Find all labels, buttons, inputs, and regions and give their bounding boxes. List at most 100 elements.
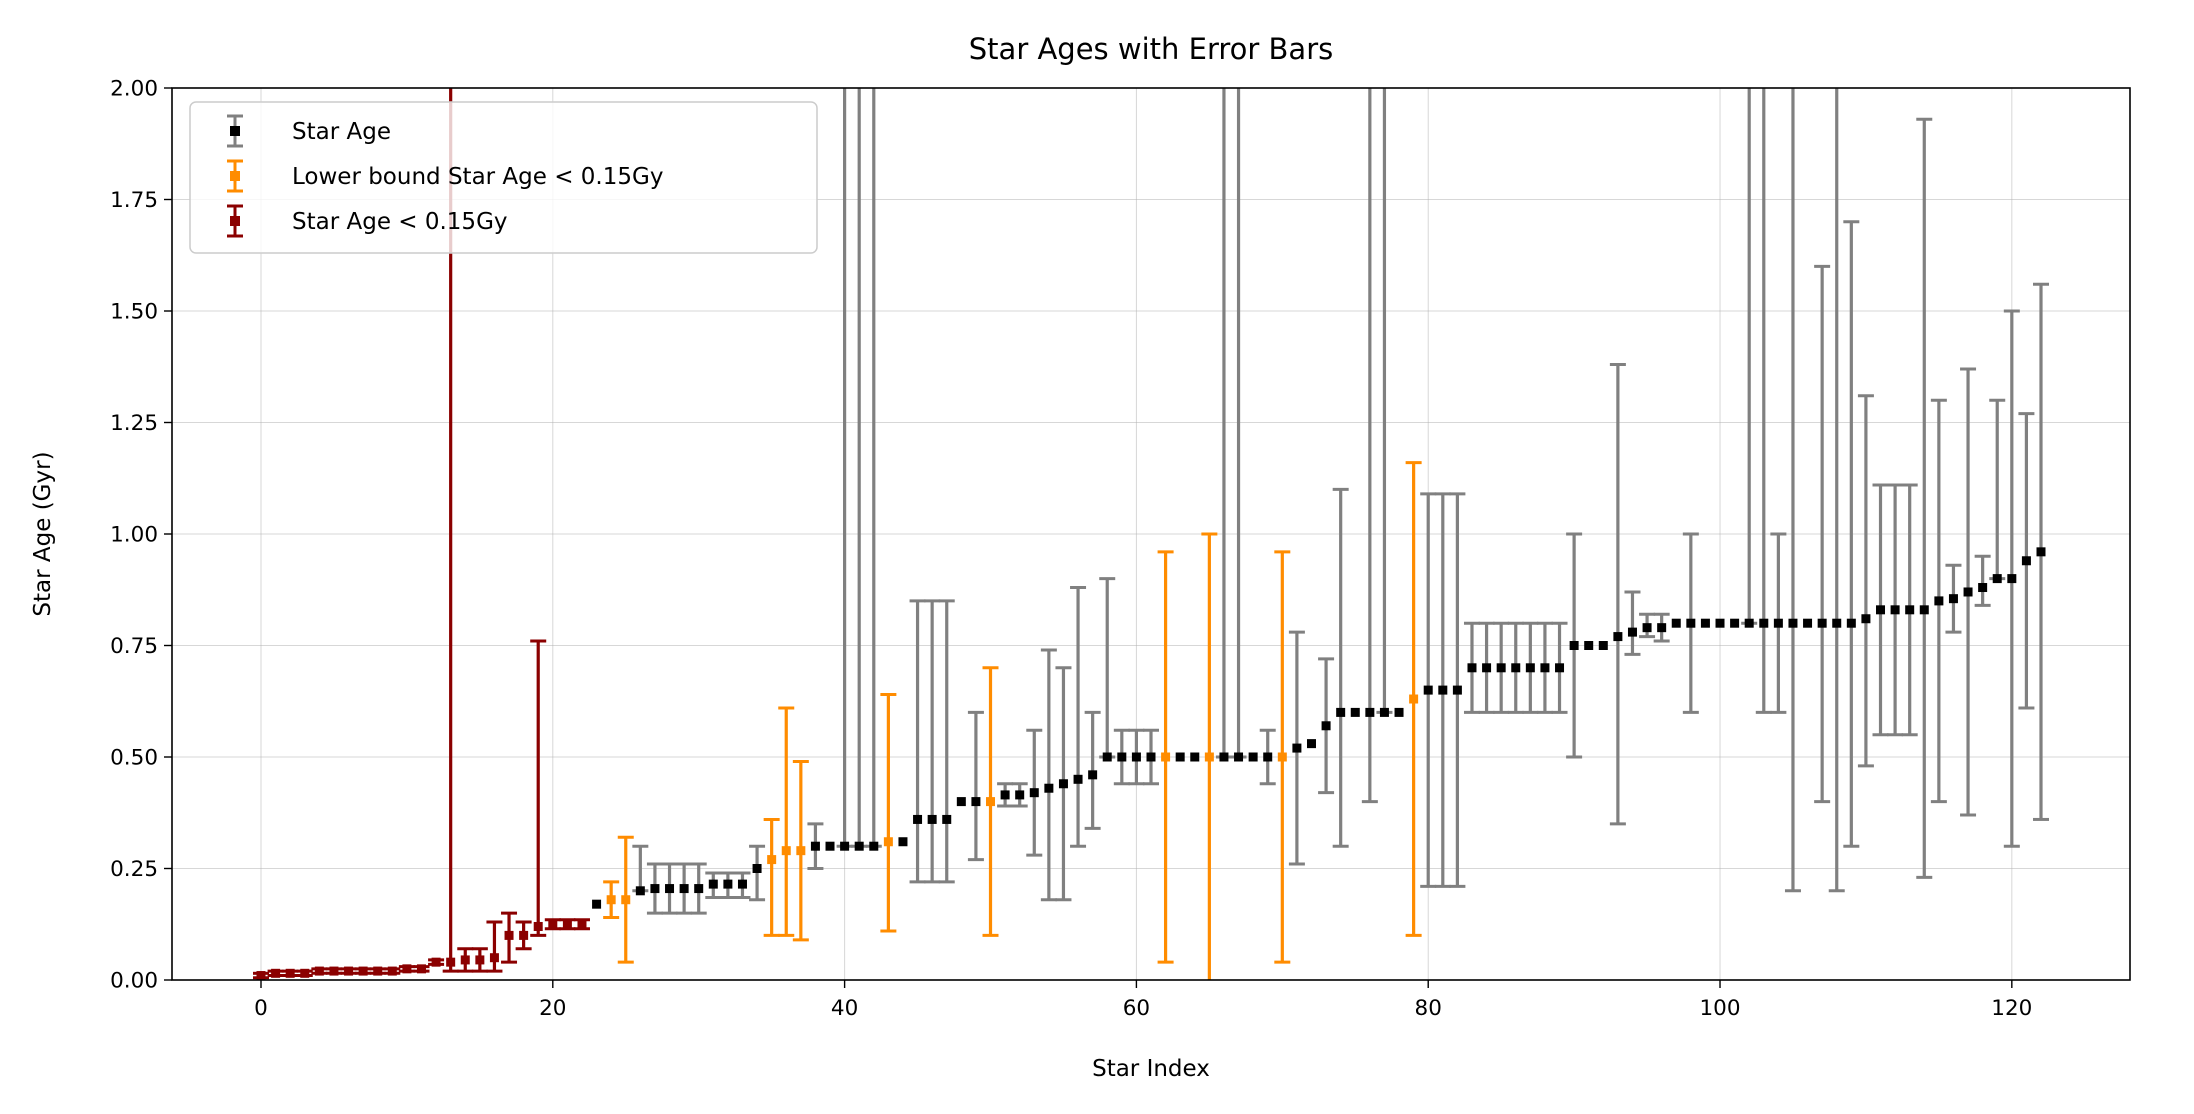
x-tick-label: 0 [254,996,268,1021]
data-point [1234,752,1244,762]
data-point [1963,587,1973,597]
x-tick-label: 60 [1123,996,1150,1021]
y-tick-label: 0.25 [110,857,158,882]
data-point [1482,663,1492,673]
data-point [1000,790,1010,800]
data-point [1161,752,1171,762]
data-point [1876,605,1886,615]
legend: Star Age Lower bound Star Age < 0.15Gy Sta… [189,101,818,254]
data-point [1627,627,1637,637]
data-point [635,886,645,896]
series-2 [253,88,590,980]
data-point [1467,663,1477,673]
data-point [2036,547,2046,557]
data-point [854,841,864,851]
data-point [1263,752,1273,762]
data-point [533,921,543,931]
data-point [942,814,952,824]
data-point [1832,618,1842,628]
data-point [1905,605,1915,615]
y-tick-label: 2.00 [110,77,158,102]
data-point [1525,663,1535,673]
x-tick-label: 20 [539,996,566,1021]
data-point [1175,752,1185,762]
data-point [1817,618,1827,628]
data-point [1438,685,1448,695]
data-point [1190,752,1200,762]
x-axis-label: Star Index [1092,1056,1210,1082]
data-point [1569,641,1579,650]
data-point [752,864,762,873]
data-point [986,797,996,807]
data-point [1657,623,1667,633]
data-point [1978,583,1988,593]
y-tick-label: 0.75 [110,634,158,659]
data-point [1584,641,1594,650]
data-point [869,841,879,851]
data-point [1715,618,1725,628]
legend-marker-icon [230,126,240,136]
data-point [1773,618,1783,628]
data-point [1598,641,1608,650]
data-point [373,966,383,976]
data-point [1671,618,1681,628]
data-point [1350,707,1360,717]
data-point [1992,574,2002,584]
data-point [767,855,777,865]
data-point [1759,618,1769,628]
data-point [548,919,558,929]
data-point [840,841,850,851]
data-point [1613,632,1623,642]
data-point [1058,779,1068,789]
data-point [446,957,456,967]
data-point [796,846,806,856]
data-point [460,955,470,965]
data-point [898,837,908,847]
data-point [825,841,835,851]
data-point [1219,752,1229,762]
data-point [883,837,893,847]
data-point [723,879,733,889]
data-point [1292,743,1302,753]
data-point [927,814,937,824]
data-point [621,895,631,905]
data-point [344,966,354,976]
axis-ticks: 0 20 40 60 80 100 120 0.00 0.25 0.50 0.75 1.00 1.25 1… [110,77,2032,1022]
data-point [358,966,368,976]
data-point [1306,739,1316,749]
data-point [577,919,587,929]
data-point [519,930,529,940]
data-point [1029,788,1039,798]
data-point [271,968,281,978]
data-point [1730,618,1740,628]
data-point [1015,790,1025,800]
data-point [650,884,660,894]
legend-label: Lower bound Star Age < 0.15Gy [292,164,663,190]
data-point [2007,574,2017,584]
data-point [1788,618,1798,628]
data-point [1803,618,1813,628]
data-point [2021,556,2031,566]
x-tick-label: 100 [1699,996,1740,1021]
data-point [1336,707,1346,717]
data-point [913,814,923,824]
y-axis-label: Star Age (Gyr) [30,451,56,616]
data-point [606,895,616,905]
data-point [285,968,295,978]
data-point [1073,774,1083,784]
data-point [1642,623,1652,633]
data-point [1452,685,1462,695]
legend-marker-icon [230,216,240,226]
data-point [737,879,747,889]
data-point [387,966,397,976]
data-point [1846,618,1856,628]
data-point [1117,752,1127,762]
data-point [1204,752,1214,762]
data-point [694,884,704,894]
data-point [1248,752,1258,762]
data-point [1919,605,1929,615]
data-point [592,899,602,909]
data-point [1890,605,1900,615]
data-point [1146,752,1156,762]
